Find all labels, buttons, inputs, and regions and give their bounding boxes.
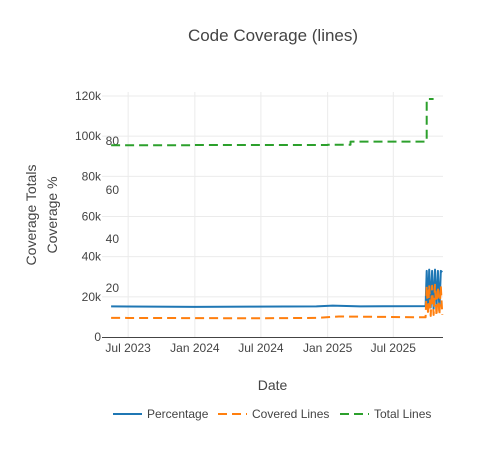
- y-tick-label-percent: 20: [106, 281, 120, 295]
- series-line-2: [111, 98, 434, 147]
- legend: Percentage Covered Lines Total Lines: [113, 407, 431, 421]
- x-tick-label: Jul 2025: [371, 341, 417, 355]
- x-tick-label: Jul 2024: [238, 341, 284, 355]
- y-axis-title-totals: Coverage Totals: [23, 165, 39, 266]
- legend-label: Total Lines: [374, 407, 431, 421]
- y-axis-title-percent: Coverage %: [44, 176, 60, 253]
- y-tick-label-percent: 40: [106, 232, 120, 246]
- legend-label: Percentage: [147, 407, 209, 421]
- y-tick-label-totals: 20k: [82, 290, 102, 304]
- grid: [102, 92, 443, 337]
- y-tick-label-totals: 0: [94, 330, 101, 344]
- y-tick-label-totals: 60k: [82, 210, 102, 224]
- chart-title: Code Coverage (lines): [188, 26, 358, 45]
- y-tick-label-totals: 120k: [75, 89, 102, 103]
- x-axis-ticks: Jul 2023 Jan 2024 Jul 2024 Jan 2025 Jul 2025: [105, 341, 416, 355]
- plot-area: [111, 98, 444, 320]
- y-tick-label-totals: 80k: [82, 169, 102, 183]
- y-axis-totals-ticks: 0 20k 40k 60k 80k 100k 120k: [75, 89, 102, 344]
- x-tick-label: Jul 2023: [105, 341, 151, 355]
- y-tick-label-totals: 100k: [75, 129, 102, 143]
- series-line-1: [111, 283, 444, 320]
- x-tick-label: Jan 2024: [170, 341, 220, 355]
- legend-label: Covered Lines: [252, 407, 329, 421]
- x-axis-title: Date: [258, 377, 288, 393]
- series-line-0: [111, 268, 443, 312]
- y-tick-label-totals: 40k: [82, 250, 102, 264]
- x-tick-label: Jan 2025: [303, 341, 353, 355]
- y-tick-label-percent: 60: [106, 183, 120, 197]
